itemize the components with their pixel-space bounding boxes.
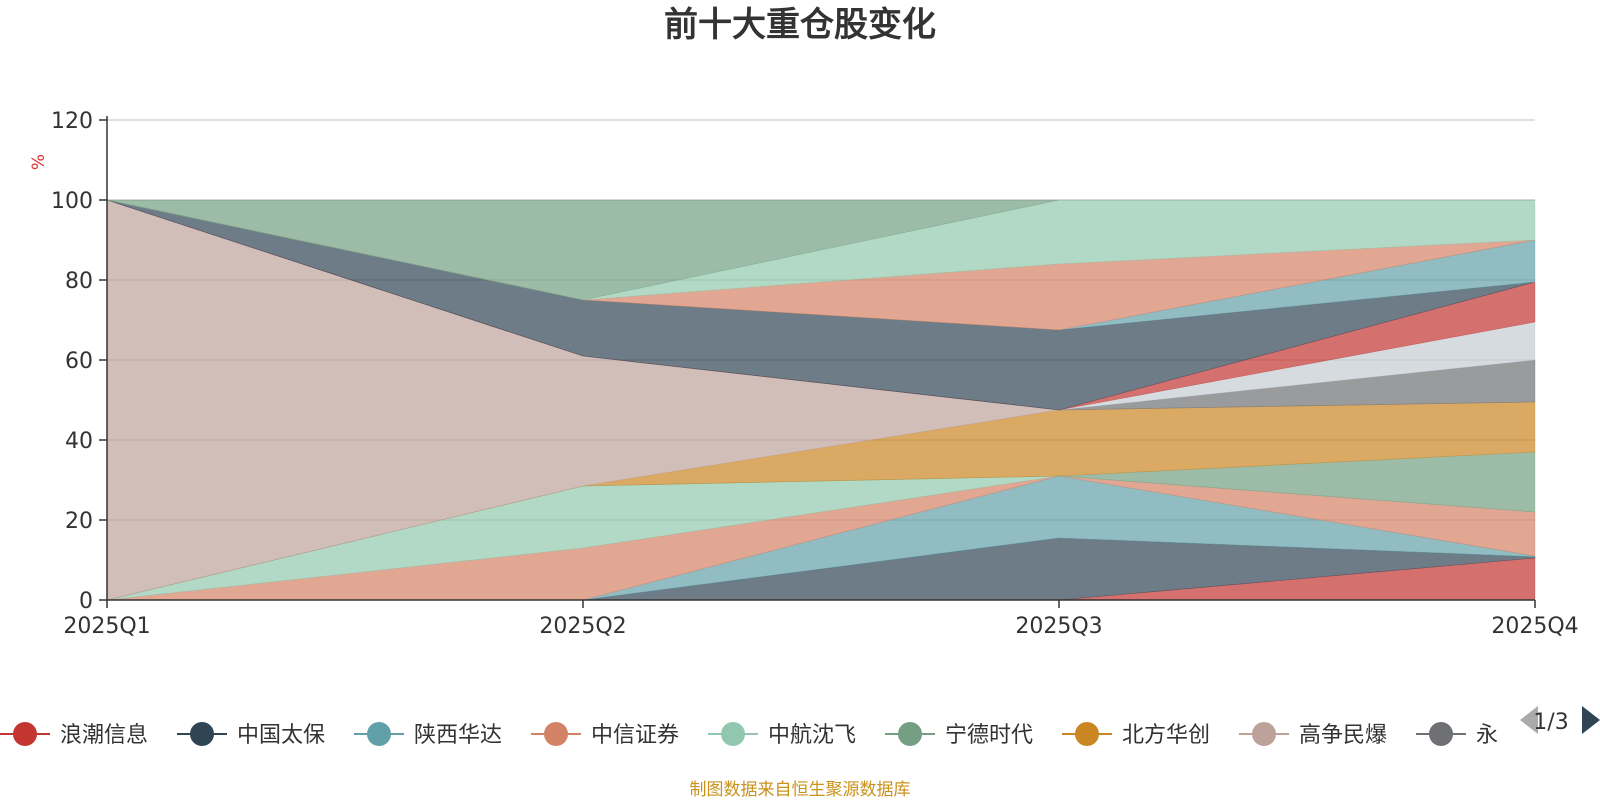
legend-marker-1 <box>13 722 37 746</box>
legend-item-1[interactable]: 浪潮信息 <box>0 722 148 748</box>
legend-label-2: 中国太保 <box>237 723 325 748</box>
legend-item-3[interactable]: 陕西华达 <box>354 722 502 748</box>
legend-item-4[interactable]: 中信证券 <box>531 722 679 748</box>
axes: 0 20 40 60 80 100 120 2025Q1 2025Q2 2025Q3 2025Q4 <box>51 109 1579 639</box>
legend-marker-6 <box>898 722 922 746</box>
legend-pager: 1/3 <box>1520 706 1600 735</box>
legend-marker-9 <box>1429 722 1453 746</box>
y-tick-label-3: 60 <box>65 349 93 374</box>
legend-label-8: 高争民爆 <box>1299 723 1387 748</box>
legend-label-4: 中信证券 <box>591 723 679 748</box>
legend-label-1: 浪潮信息 <box>60 723 148 748</box>
y-tick-label-2: 40 <box>65 429 93 454</box>
x-tick-label-0: 2025Q1 <box>63 614 150 639</box>
legend: 浪潮信息 中国太保 陕西华达 中信证券 中航沈飞 宁德时代 北方华创 高争民爆 永 <box>0 722 1498 748</box>
legend-label-5: 中航沈飞 <box>768 723 856 748</box>
legend-prev-page-icon[interactable] <box>1520 706 1538 734</box>
legend-label-6: 宁德时代 <box>945 723 1033 748</box>
legend-next-page-icon[interactable] <box>1582 706 1600 734</box>
legend-item-2[interactable]: 中国太保 <box>177 722 325 748</box>
legend-item-5[interactable]: 中航沈飞 <box>708 722 856 748</box>
y-tick-label-1: 20 <box>65 509 93 534</box>
legend-marker-8 <box>1252 722 1276 746</box>
x-tick-label-2: 2025Q3 <box>1015 614 1102 639</box>
legend-item-9[interactable]: 永 <box>1416 722 1498 748</box>
chart-title: 前十大重仓股变化 <box>664 5 936 45</box>
x-tick-label-1: 2025Q2 <box>539 614 626 639</box>
y-tick-label-5: 100 <box>51 189 93 214</box>
y-axis-unit: % <box>29 154 49 170</box>
area-series-group <box>106 199 1536 601</box>
legend-page-indicator: 1/3 <box>1533 710 1568 735</box>
legend-item-6[interactable]: 宁德时代 <box>885 722 1033 748</box>
legend-item-7[interactable]: 北方华创 <box>1062 722 1210 748</box>
y-tick-label-6: 120 <box>51 109 93 134</box>
y-tick-label-0: 0 <box>79 589 93 614</box>
legend-item-8[interactable]: 高争民爆 <box>1239 722 1387 748</box>
data-source-note: 制图数据来自恒生聚源数据库 <box>690 780 911 800</box>
legend-marker-7 <box>1075 722 1099 746</box>
legend-label-7: 北方华创 <box>1122 723 1210 748</box>
legend-marker-5 <box>721 722 745 746</box>
x-tick-label-3: 2025Q4 <box>1491 614 1578 639</box>
legend-label-9: 永 <box>1476 723 1498 748</box>
legend-marker-4 <box>544 722 568 746</box>
area-series-16 <box>106 199 1535 301</box>
y-tick-label-4: 80 <box>65 269 93 294</box>
legend-marker-3 <box>367 722 391 746</box>
legend-label-3: 陕西华达 <box>414 723 502 748</box>
legend-marker-2 <box>190 722 214 746</box>
